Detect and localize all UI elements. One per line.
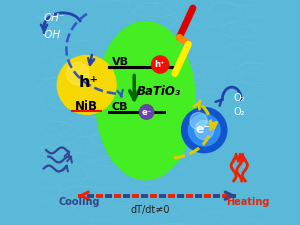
Text: BaTiO₃: BaTiO₃: [137, 85, 181, 98]
Text: O₂: O₂: [234, 106, 245, 116]
Circle shape: [140, 105, 154, 120]
Ellipse shape: [96, 22, 195, 180]
Circle shape: [67, 63, 89, 85]
Text: NiB: NiB: [75, 99, 98, 112]
Circle shape: [188, 115, 220, 146]
Text: CB: CB: [112, 102, 128, 112]
Text: OH⁻: OH⁻: [44, 13, 65, 23]
Text: e⁻: e⁻: [196, 123, 211, 136]
Circle shape: [190, 113, 207, 130]
Circle shape: [57, 56, 116, 115]
Text: ·OH: ·OH: [41, 30, 61, 40]
Text: e⁻: e⁻: [142, 107, 152, 116]
Text: Heating: Heating: [226, 196, 269, 206]
Text: h⁺: h⁺: [79, 75, 99, 90]
Text: h⁺: h⁺: [154, 60, 165, 69]
Text: Cooling: Cooling: [58, 196, 100, 206]
Circle shape: [152, 57, 169, 74]
Text: dT/dt≠0: dT/dt≠0: [130, 204, 170, 214]
Circle shape: [195, 121, 214, 140]
Text: O₂: O₂: [234, 93, 245, 103]
Text: VB: VB: [112, 57, 129, 67]
Circle shape: [182, 108, 227, 153]
